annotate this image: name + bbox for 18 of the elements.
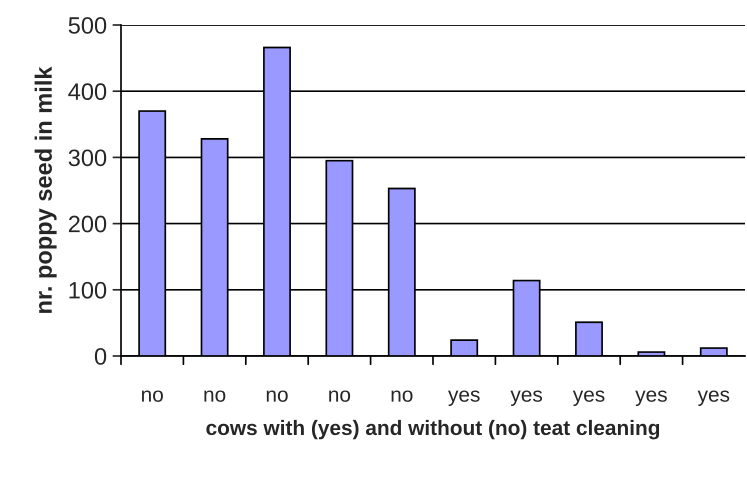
y-tick-label: 300 — [68, 149, 106, 166]
x-tick-label: no — [392, 390, 413, 402]
x-tick-label: no — [142, 390, 163, 402]
y-tick-label: 100 — [70, 282, 106, 299]
y-tick-label: 400 — [68, 83, 106, 100]
x-tick-label: yes — [448, 390, 480, 406]
x-tick-label: no — [329, 390, 350, 402]
y-axis-title: nr. poppy seed in milk — [34, 66, 57, 313]
x-tick-label: yes — [510, 390, 542, 406]
y-tick-label: 0 — [94, 348, 106, 365]
x-tick-label: yes — [698, 390, 730, 406]
x-tick-label: yes — [635, 390, 667, 406]
x-tick-label: yes — [572, 390, 604, 406]
y-tick-label: 200 — [68, 216, 106, 232]
x-tick-label: no — [204, 390, 226, 402]
x-tick-label: no — [266, 390, 288, 402]
y-tick-label: 500 — [68, 17, 106, 34]
x-axis-title: cows with (yes) and without (no) teat cleaning — [206, 420, 660, 440]
